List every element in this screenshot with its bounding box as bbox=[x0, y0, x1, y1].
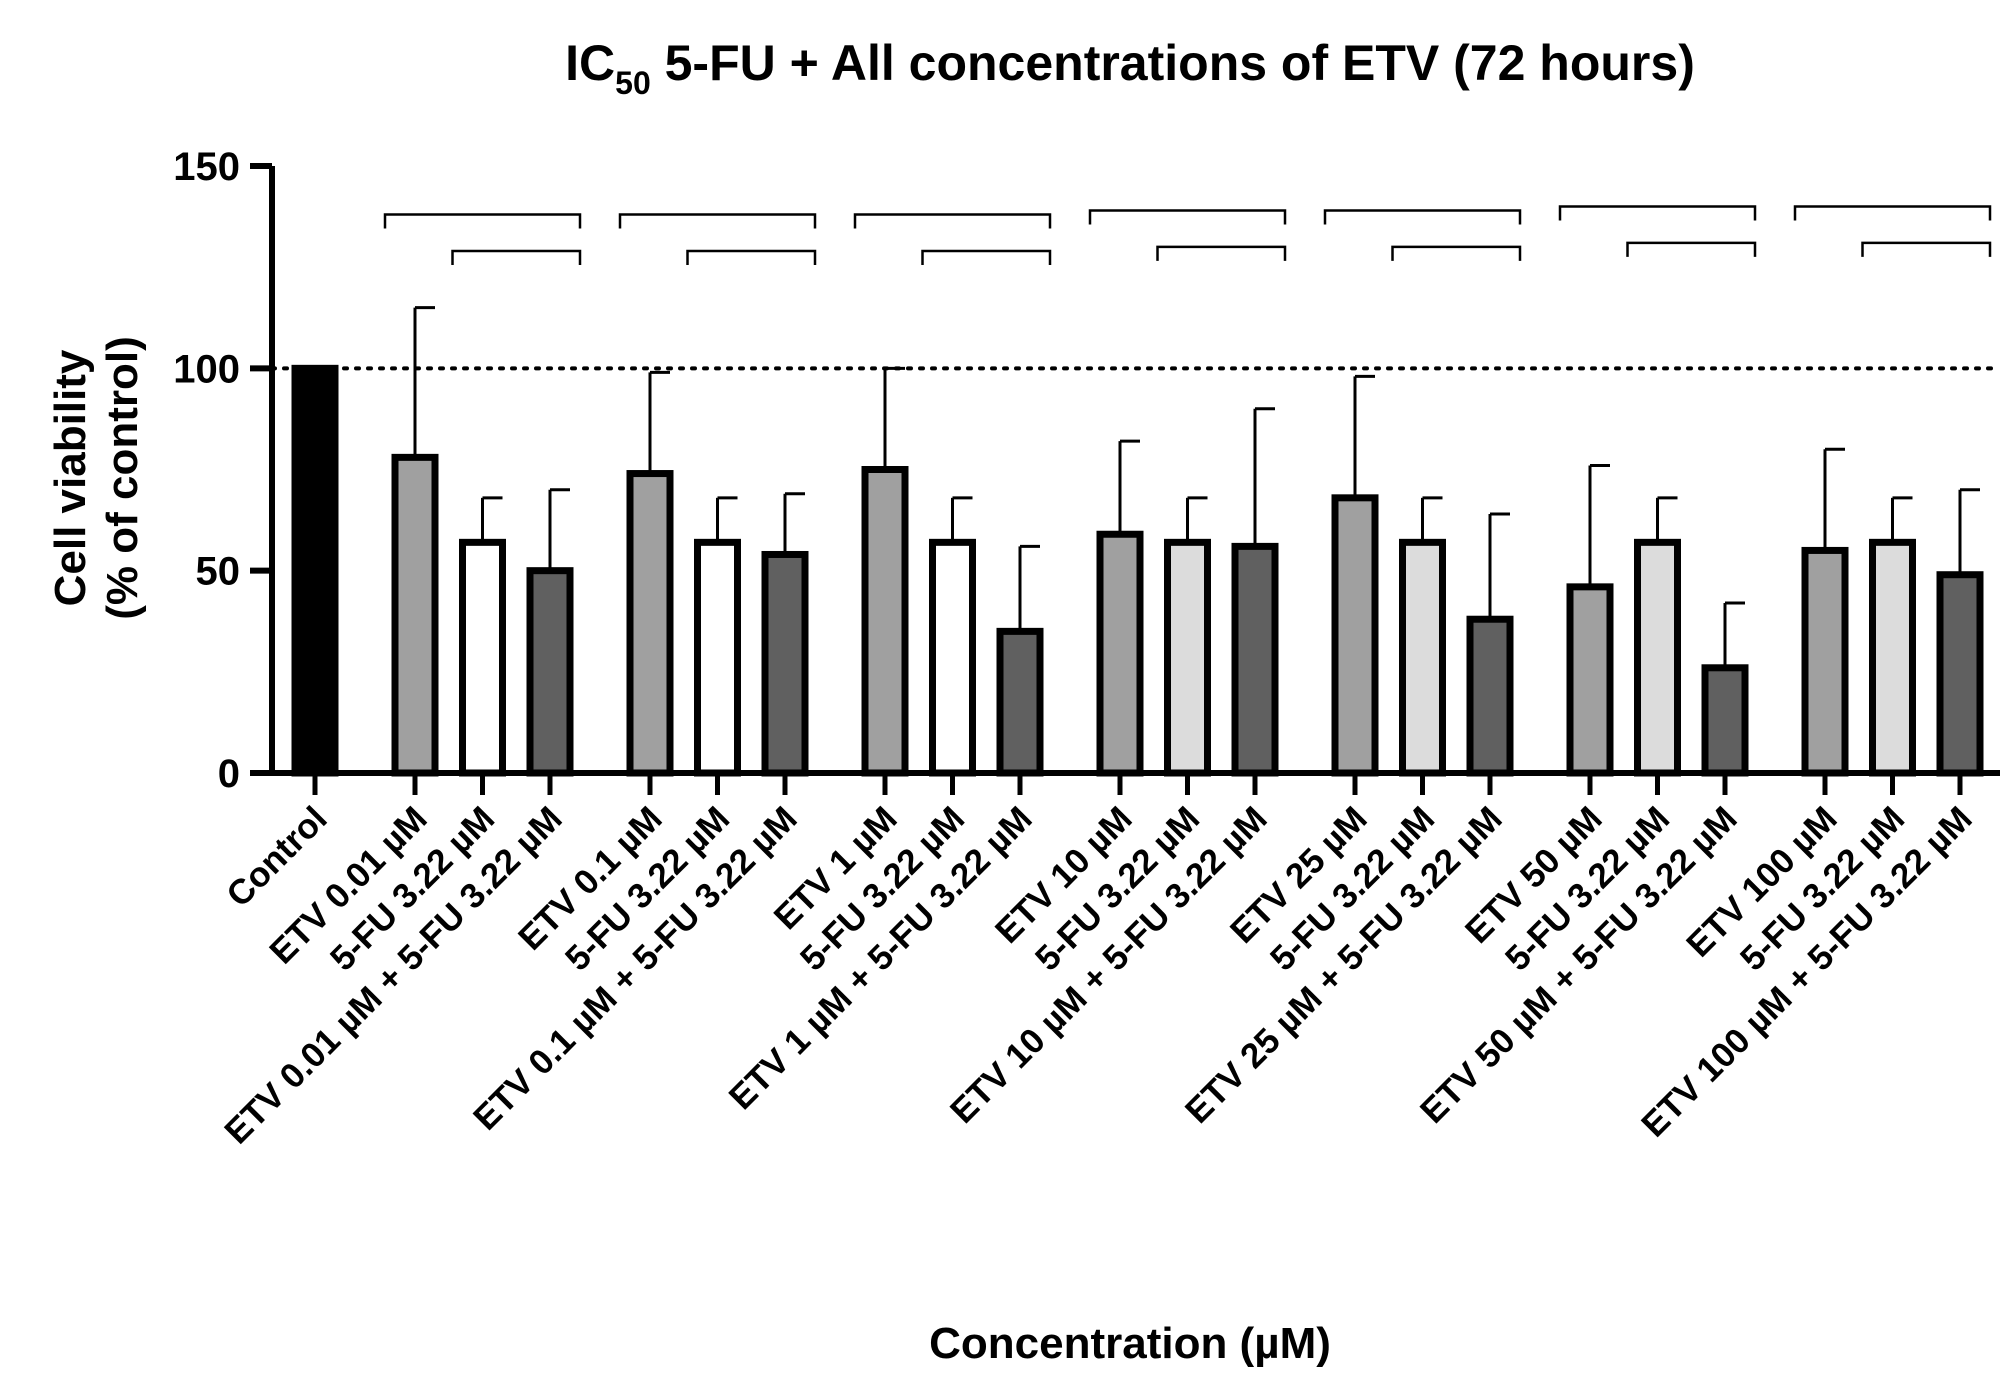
bar bbox=[1231, 542, 1279, 777]
y-tick-label: 150 bbox=[173, 145, 240, 189]
bar bbox=[1936, 571, 1984, 777]
significance-bracket bbox=[1793, 205, 1992, 221]
bar bbox=[1466, 615, 1514, 777]
bar bbox=[1096, 530, 1144, 777]
y-tick-label: 100 bbox=[173, 347, 240, 391]
bar bbox=[626, 470, 674, 777]
bar bbox=[1801, 546, 1849, 777]
bar bbox=[1634, 538, 1681, 777]
bar bbox=[761, 550, 809, 777]
y-tick-label: 0 bbox=[218, 752, 240, 796]
bar bbox=[694, 538, 741, 777]
bar bbox=[861, 466, 909, 777]
significance-bracket bbox=[1088, 209, 1287, 225]
bar bbox=[391, 453, 439, 777]
significance-bracket bbox=[1558, 205, 1757, 221]
y-axis-title-line1: Cell viability bbox=[46, 349, 95, 606]
significance-bracket bbox=[853, 213, 1052, 229]
bar bbox=[459, 538, 506, 777]
bar bbox=[291, 364, 339, 777]
significance-bracket bbox=[1861, 241, 1992, 257]
bar bbox=[1869, 538, 1916, 777]
significance-bracket bbox=[1391, 245, 1522, 261]
chart-title: IC50 5-FU + All concentrations of ETV (7… bbox=[565, 35, 1695, 101]
significance-bracket bbox=[1156, 245, 1287, 261]
significance-bracket bbox=[686, 249, 817, 265]
y-axis-title: Cell viability (% of control) bbox=[46, 336, 147, 620]
bar bbox=[1164, 538, 1211, 777]
chart-title-rest: 5-FU + All concentrations of ETV (72 hou… bbox=[651, 35, 1695, 91]
significance-bracket bbox=[921, 249, 1052, 265]
significance-bracket bbox=[1323, 209, 1522, 225]
significance-bracket bbox=[383, 213, 582, 229]
y-tick-label: 50 bbox=[196, 550, 241, 594]
y-axis-title-line2: (% of control) bbox=[98, 336, 147, 620]
chart-title-main: IC bbox=[565, 35, 615, 91]
significance-bracket bbox=[618, 213, 817, 229]
bar bbox=[1566, 583, 1614, 777]
bar bbox=[996, 627, 1044, 777]
bar bbox=[1331, 494, 1379, 777]
x-axis-title: Concentration (µM) bbox=[929, 1319, 1331, 1368]
bar bbox=[1399, 538, 1446, 777]
significance-bracket bbox=[451, 249, 582, 265]
bar bbox=[929, 538, 976, 777]
bar bbox=[1701, 664, 1749, 777]
significance-bracket bbox=[1626, 241, 1757, 257]
bar bbox=[526, 567, 574, 777]
chart-title-subscript: 50 bbox=[615, 65, 651, 101]
